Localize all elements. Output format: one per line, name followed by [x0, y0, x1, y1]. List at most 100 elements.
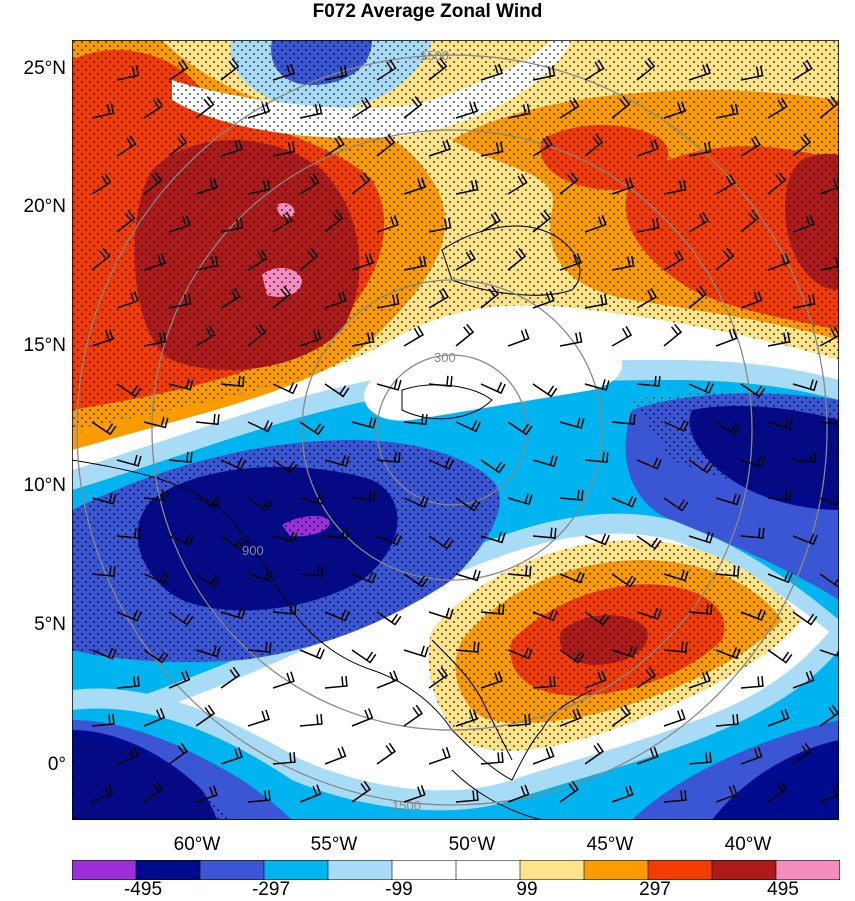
wind-barb	[220, 666, 241, 689]
range-ring-label-900: 900	[242, 543, 264, 558]
wind-barb	[559, 253, 582, 271]
wind-barb	[116, 746, 139, 765]
wind-barb	[715, 647, 741, 660]
wind-barb	[584, 215, 607, 233]
wind-barb	[584, 742, 605, 765]
wind-barb	[403, 495, 429, 508]
wind-barb	[636, 58, 656, 81]
wind-barb	[663, 709, 686, 727]
wind-barb	[220, 747, 243, 765]
wind-barb	[116, 383, 142, 398]
wind-barb	[247, 709, 270, 727]
wind-barb	[507, 173, 528, 195]
wind-barb	[584, 611, 610, 626]
wind-barb	[792, 379, 818, 392]
wind-barb	[455, 569, 481, 582]
wind-barb	[663, 790, 687, 803]
wind-barb	[220, 58, 240, 81]
wind-barb	[91, 565, 116, 577]
lon-label-60w: 60°W	[173, 834, 221, 855]
wind-barb	[584, 451, 609, 463]
wind-barb	[220, 607, 246, 620]
wind-barb	[403, 704, 424, 727]
wind-barb	[792, 133, 812, 157]
wind-barb	[532, 746, 555, 765]
wind-region-central-white-gap	[364, 336, 622, 421]
lat-label-10n: 10°N	[23, 475, 66, 496]
wind-barb	[455, 641, 480, 653]
wind-barb	[376, 451, 401, 463]
colorbar-swatch	[72, 860, 137, 880]
wind-barb	[819, 326, 839, 347]
wind-barb	[767, 417, 793, 430]
wind-barb	[299, 329, 322, 347]
wind-barb	[428, 457, 454, 470]
wind-barb	[715, 493, 741, 506]
wind-barb	[324, 455, 350, 467]
wind-barb	[663, 641, 688, 653]
wind-barb	[116, 135, 137, 157]
wind-barb	[428, 747, 451, 765]
wind-barb	[116, 210, 136, 233]
wind-barb	[351, 571, 377, 584]
wind-barb	[584, 670, 607, 689]
wind-barb	[195, 573, 221, 588]
wind-barb	[767, 489, 792, 501]
wind-barb	[351, 649, 377, 664]
wind-barb	[143, 253, 166, 271]
wind-barb	[195, 785, 218, 803]
colorbar-swatch	[199, 860, 265, 880]
wind-barb	[428, 58, 448, 81]
wind-barb	[740, 65, 764, 81]
wind-barb	[480, 752, 504, 765]
range-rings	[76, 54, 828, 806]
wind-barb	[715, 714, 739, 727]
wind-barb	[324, 210, 344, 233]
wind-barb	[480, 603, 505, 615]
wind-barb	[663, 569, 689, 582]
wind-barb	[351, 97, 372, 119]
wind-barb	[663, 497, 689, 512]
zonal-wind-map: 300 900 1500 1500	[72, 40, 839, 820]
wind-barb	[91, 647, 117, 660]
wind-barb	[351, 172, 371, 195]
wind-barb	[715, 173, 736, 195]
wind-barb	[480, 141, 504, 157]
wind-barb	[611, 255, 635, 271]
colorbar-label-neg495: -495	[123, 879, 163, 900]
wind-barb	[559, 649, 585, 664]
wind-barb	[480, 63, 503, 81]
lon-label-50w: 50°W	[448, 834, 496, 855]
wind-barb	[299, 492, 325, 505]
wind-barb	[455, 249, 476, 271]
wind-barb	[715, 421, 741, 436]
wind-barb	[740, 676, 764, 689]
wind-barb	[116, 454, 142, 467]
lat-label-0: 0°	[47, 754, 66, 775]
wind-barb	[767, 780, 788, 803]
wind-barb	[247, 101, 270, 119]
wind-barb	[351, 489, 376, 501]
wind-barb	[480, 381, 506, 395]
wind-barb	[299, 784, 322, 803]
wind-barb	[455, 420, 481, 433]
range-ring-label-1500-bottom: 1500	[392, 798, 421, 813]
wind-barb	[663, 179, 687, 195]
wind-barb	[247, 790, 271, 803]
wind-barb	[507, 421, 533, 436]
wind-barb	[611, 495, 637, 508]
wind-barb	[507, 328, 530, 347]
colorbar-swatch	[327, 860, 393, 880]
wind-barb	[819, 96, 839, 119]
wind-barb	[376, 670, 399, 689]
wind-barb	[636, 607, 662, 620]
wind-barb	[715, 565, 740, 577]
wind-barb	[455, 497, 481, 512]
wind-barb	[636, 457, 662, 470]
wind-barb	[507, 103, 531, 119]
wind-barb	[559, 331, 583, 347]
wind-barb	[455, 709, 478, 727]
colorbar-swatch	[647, 860, 713, 880]
wind-barb	[403, 573, 429, 588]
wind-barb	[688, 459, 714, 474]
